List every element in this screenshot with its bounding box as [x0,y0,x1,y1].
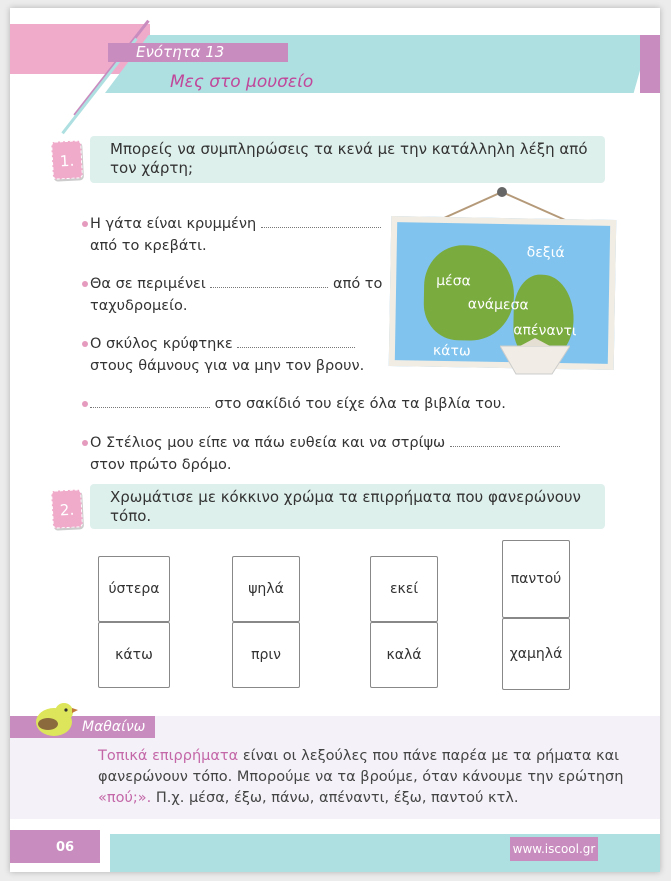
item-text: Ο Στέλιος μου είπε να πάω ευθεία και να … [90,435,446,451]
fill-item: στο σακίδιό του είχε όλα τα βιβλία του. [82,393,590,415]
fill-item: Η γάτα είναι κρυμμένη από το κρεβάτι. [82,213,390,257]
item-text: στους θάμνους για να μην τον βρουν. [90,358,365,374]
fill-item: Ο Στέλιος μου είπε να πάω ευθεία και να … [82,432,610,476]
item-text: στο σακίδιό του είχε όλα τα βιβλία του. [214,396,506,412]
exercise2-number: 2. [51,489,83,529]
puzzle-piece[interactable]: καλά [370,622,438,688]
page-number: 06 [10,830,100,863]
item-text: Η γάτα είναι κρυμμένη [90,216,257,232]
highlight-term: Τοπικά επιρρήματα [98,748,239,764]
paper-boat-icon [500,338,570,375]
learn-body: είναι οι λεξούλες που πάνε παρέα με τα ρ… [98,748,624,785]
map-word: απέναντι [513,322,577,340]
bird-icon [36,703,78,736]
learn-text: Τοπικά επιρρήματα είναι οι λεξούλες που … [98,746,658,809]
item-text: Ο σκύλος κρύφτηκε [90,336,233,352]
header-purple-band [640,35,660,93]
puzzle-piece[interactable]: κάτω [98,622,170,688]
exercise1-prompt: Μπορείς να συμπληρώσεις τα κενά με την κ… [90,136,605,183]
website-link[interactable]: www.iscool.gr [510,837,598,861]
worksheet-page: Ενότητα 13 Μες στο μουσείο Μπορείς να συ… [10,8,660,872]
map-word: μέσα [436,272,471,290]
puzzle-piece[interactable]: παντού [502,540,570,618]
puzzle-piece[interactable]: πριν [232,622,300,688]
learn-examples: Π.χ. μέσα, έξω, πάνω, απέναντι, έξω, παν… [151,790,519,806]
item-text: ταχυδρομείο. [90,298,188,314]
item-text: στον πρώτο δρόμο. [90,457,232,473]
fill-item: Θα σε περιμένει από το ταχυδρομείο. [82,273,400,317]
blank[interactable] [237,338,356,348]
map-word: δεξιά [526,244,565,262]
item-text: Θα σε περιμένει [90,276,206,292]
puzzle-piece[interactable]: χαμηλά [502,618,570,690]
blank[interactable] [260,218,381,228]
page-title: Μες στο μουσείο [170,72,314,92]
item-text: από το [333,276,383,292]
puzzle-piece[interactable]: εκεί [370,556,438,622]
exercise2-prompt: Χρωμάτισε με κόκκινο χρώμα τα επιρρήματα… [90,484,605,529]
map-word: κάτω [432,342,471,360]
blank[interactable] [210,278,329,288]
puzzle-piece[interactable]: ψηλά [232,556,300,622]
puzzle-piece[interactable]: ύστερα [98,556,170,622]
blank[interactable] [449,437,560,447]
fill-item: Ο σκύλος κρύφτηκε στους θάμνους για να μ… [82,333,390,377]
highlight-question: «πού;». [98,790,152,806]
map-island [423,244,515,342]
item-text: από το κρεβάτι. [90,238,207,254]
unit-label: Ενότητα 13 [108,43,288,62]
exercise1-number: 1. [51,140,83,180]
map-word: ανάμεσα [467,296,529,314]
blank[interactable] [90,398,210,408]
